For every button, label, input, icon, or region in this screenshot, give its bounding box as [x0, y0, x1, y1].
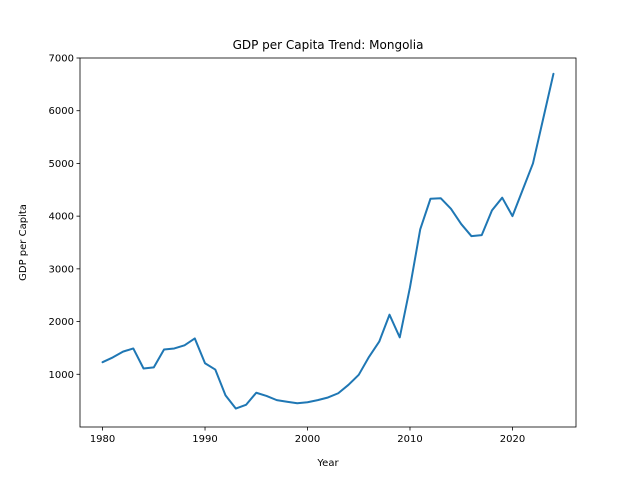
y-tick-label: 1000 [49, 370, 74, 381]
y-tick-label: 4000 [49, 212, 74, 223]
x-axis-title: Year [316, 458, 339, 469]
x-tick-label: 1980 [90, 434, 115, 445]
y-tick-label: 7000 [49, 54, 74, 65]
chart-title: GDP per Capita Trend: Mongolia [233, 38, 424, 52]
x-tick-label: 2000 [295, 434, 320, 445]
plot-frame [79, 57, 577, 428]
x-tick-label: 2010 [397, 434, 422, 445]
y-tick-label: 5000 [49, 159, 74, 170]
y-tick-label: 6000 [49, 106, 74, 117]
y-tick-label: 3000 [49, 264, 74, 275]
y-tick-label: 2000 [49, 317, 74, 328]
x-tick-label: 1990 [192, 434, 217, 445]
x-tick-label: 2020 [500, 434, 525, 445]
gdp-per-capita-line [101, 72, 555, 410]
y-axis-title: GDP per Capita [18, 204, 29, 281]
axis-ticks: 1980 1990 2000 2010 2020 1000 2000 3000 4000 5000… [49, 54, 526, 446]
